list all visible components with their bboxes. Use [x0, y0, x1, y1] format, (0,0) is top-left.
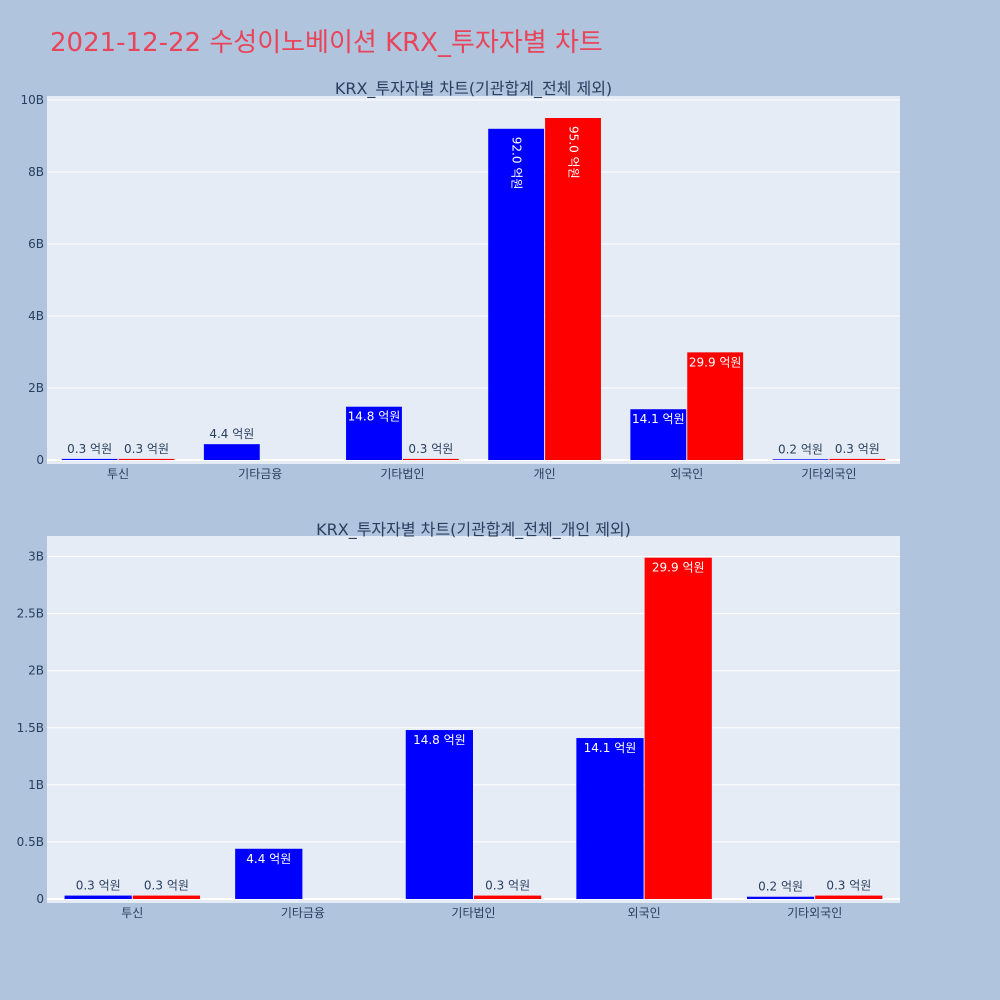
data-label: 95.0 억원	[567, 126, 581, 179]
data-label: 0.3 억원	[76, 879, 121, 893]
x-tick-label: 개인	[534, 467, 556, 481]
y-tick-label: 0	[36, 892, 44, 906]
y-tick-label: 0	[36, 453, 44, 467]
chart-title: KRX_투자자별 차트(기관합계_전체 제외)	[335, 79, 612, 99]
bar	[772, 459, 829, 460]
bar	[815, 895, 883, 899]
x-tick-label: 투신	[107, 467, 129, 481]
data-label: 0.3 억원	[408, 442, 453, 456]
plot-area	[47, 96, 900, 464]
chart-1: 0 2B 4B 6B 8B 10B KRX_투자자별 차트(기관합계_전체 제외) 투신 0.3…	[20, 79, 900, 481]
y-tick-label: 2.5B	[17, 607, 44, 621]
x-tick-label: 기타외국인	[801, 467, 856, 481]
y-tick-label: 2B	[28, 381, 44, 395]
bar	[474, 895, 542, 899]
bar	[346, 406, 402, 460]
page-title: 2021-12-22 수성이노베이션 KRX_투자자별 차트	[50, 28, 603, 58]
data-label: 0.3 억원	[124, 442, 169, 456]
data-label: 0.3 억원	[67, 442, 112, 456]
bar	[746, 896, 815, 899]
x-tick-label: 기타금융	[281, 906, 325, 920]
chart-title: KRX_투자자별 차트(기관합계_전체_개인 제외)	[316, 520, 631, 540]
y-tick-label: 8B	[28, 165, 44, 179]
data-label: 14.1 억원	[632, 412, 685, 426]
data-label: 29.9 억원	[689, 355, 742, 369]
data-label: 4.4 억원	[246, 852, 291, 866]
data-label: 0.3 억원	[144, 879, 189, 893]
data-label: 0.3 억원	[826, 879, 871, 893]
bar	[687, 352, 744, 460]
bar	[630, 409, 687, 460]
bar	[545, 118, 601, 460]
data-label: 92.0 억원	[510, 137, 524, 190]
bar	[402, 458, 459, 460]
data-label: 0.3 억원	[485, 879, 530, 893]
x-tick-label: 기타법인	[380, 467, 424, 481]
y-tick-label: 2B	[28, 664, 44, 678]
bar	[64, 895, 132, 899]
bar	[235, 848, 303, 899]
bar	[61, 458, 118, 460]
x-tick-label: 기타외국인	[787, 906, 842, 920]
y-tick-label: 1B	[28, 778, 44, 792]
bar	[644, 557, 712, 899]
x-tick-label: 기타금융	[238, 467, 282, 481]
chart-2: 0 0.5B 1B 1.5B 2B 2.5B 3B KRX_투자자별 차트(기관합계_전체_개…	[17, 520, 900, 920]
bar	[118, 458, 175, 460]
data-label: 0.2 억원	[758, 880, 803, 894]
y-tick-label: 4B	[28, 309, 44, 323]
data-label: 14.8 억원	[348, 410, 401, 424]
bar	[203, 444, 260, 460]
data-label: 4.4 억원	[209, 427, 254, 441]
x-tick-label: 외국인	[670, 467, 703, 481]
x-tick-label: 투신	[121, 906, 143, 920]
y-tick-label: 10B	[20, 93, 44, 107]
x-tick-label: 외국인	[628, 906, 661, 920]
bar	[405, 730, 473, 899]
data-label: 14.8 억원	[413, 733, 466, 747]
bar	[576, 738, 644, 899]
y-tick-label: 1.5B	[17, 721, 44, 735]
data-label: 29.9 억원	[652, 561, 705, 575]
x-tick-label: 기타법인	[451, 906, 495, 920]
bar	[132, 895, 201, 899]
bar	[488, 128, 545, 461]
bar	[829, 458, 886, 460]
data-label: 0.3 억원	[835, 442, 880, 456]
y-tick-label: 3B	[28, 550, 44, 564]
data-label: 14.1 억원	[584, 741, 637, 755]
data-label: 0.2 억원	[778, 442, 823, 456]
y-tick-label: 0.5B	[17, 835, 44, 849]
y-tick-label: 6B	[28, 237, 44, 251]
plot-area	[47, 536, 900, 903]
